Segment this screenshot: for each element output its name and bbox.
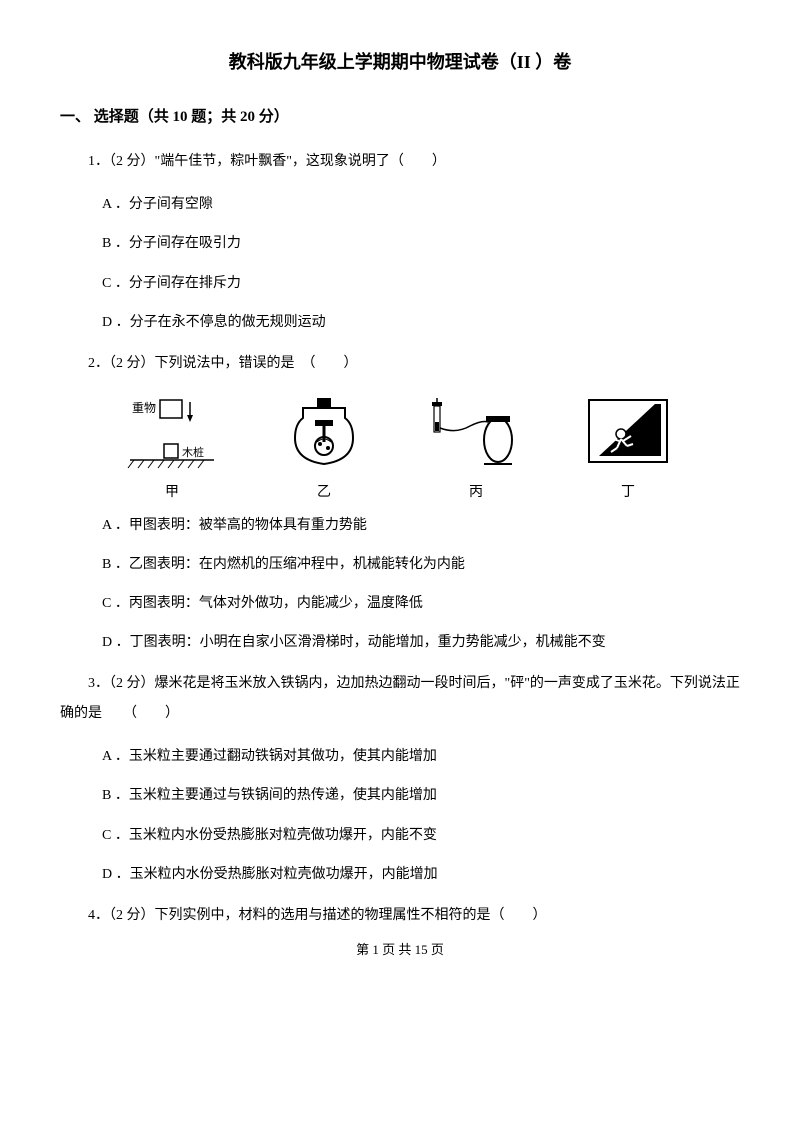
weight-label: 重物 xyxy=(132,401,156,415)
q2-option-c: C ．丙图表明：气体对外做功，内能减少，温度降低 xyxy=(102,591,740,616)
figure-label-yi: 乙 xyxy=(317,482,331,504)
figure-label-jia: 甲 xyxy=(165,482,179,504)
figure-bing: 丙 xyxy=(416,394,536,504)
figure-label-ding: 丁 xyxy=(621,482,635,504)
q1-option-b: B ．分子间存在吸引力 xyxy=(102,231,740,256)
q3-option-c: C ．玉米粒内水份受热膨胀对粒壳做功爆开，内能不变 xyxy=(102,823,740,848)
figure-yi: 乙 xyxy=(264,394,384,504)
wood-label: 木桩 xyxy=(182,445,204,459)
q2-figure-row: 重物 木桩 甲 乙 xyxy=(112,394,688,504)
q3-option-a: A ．玉米粒主要通过翻动铁锅对其做功，使其内能增加 xyxy=(102,744,740,769)
q2-option-a: A ．甲图表明：被举高的物体具有重力势能 xyxy=(102,513,740,538)
q1-option-c: C ．分子间存在排斥力 xyxy=(102,271,740,296)
page-footer: 第 1 页 共 15 页 xyxy=(60,940,740,961)
q2-stem: 2．（2 分）下列说法中，错误的是 （ ） xyxy=(60,349,740,378)
q1-option-a: A ．分子间有空隙 xyxy=(102,192,740,217)
q3-stem-line1: 3．（2 分）爆米花是将玉米放入铁锅内，边加热边翻动一段时间后，"砰"的一声变成… xyxy=(60,669,740,698)
q3-option-d: D ．玉米粒内水份受热膨胀对粒壳做功爆开，内能增加 xyxy=(102,862,740,887)
section-header: 一、 选择题（共 10 题；共 20 分） xyxy=(60,105,740,129)
q1-stem: 1．（2 分）"端午佳节，粽叶飘香"，这现象说明了（ ） xyxy=(60,147,740,176)
q2-option-d: D ．丁图表明：小明在自家小区滑滑梯时，动能增加，重力势能减少，机械能不变 xyxy=(102,630,740,655)
figure-ding: 丁 xyxy=(568,394,688,504)
page-title: 教科版九年级上学期期中物理试卷（II ）卷 xyxy=(60,48,740,77)
q3-stem-line2: 确的是 （ ） xyxy=(60,699,740,728)
q2-option-b: B ．乙图表明：在内燃机的压缩冲程中，机械能转化为内能 xyxy=(102,552,740,577)
q4-stem: 4．（2 分）下列实例中，材料的选用与描述的物理属性不相符的是（ ） xyxy=(60,901,740,930)
q3-option-b: B ．玉米粒主要通过与铁锅间的热传递，使其内能增加 xyxy=(102,783,740,808)
figure-jia: 重物 木桩 甲 xyxy=(112,394,232,504)
q1-option-d: D ．分子在永不停息的做无规则运动 xyxy=(102,310,740,335)
figure-label-bing: 丙 xyxy=(469,482,483,504)
